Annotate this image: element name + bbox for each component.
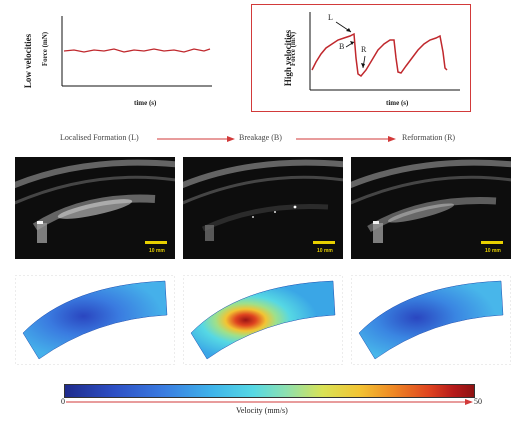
arrowhead-R <box>361 63 365 68</box>
velocity-map-breakage <box>183 275 343 365</box>
colorbar-max: 50 <box>474 397 482 406</box>
stage-label-breakage: Breakage (B) <box>239 133 282 142</box>
colorbar-min: 0 <box>61 397 65 406</box>
high-xlabel: time (s) <box>386 99 409 107</box>
scalebar-label-reformation: 10 mm <box>485 248 501 254</box>
high-velocities-frame <box>251 4 471 112</box>
low-velocities-title: Low velocities <box>23 33 33 89</box>
high-velocity-force-plot <box>309 12 460 91</box>
marker-B: B <box>339 42 345 51</box>
velocity-map-reformation <box>351 275 511 365</box>
scalebar-reformation <box>481 241 503 244</box>
marker-L: L <box>328 13 333 22</box>
stage-arrow-2 <box>296 136 396 142</box>
colorbar-axis-arrow <box>66 399 473 405</box>
photo-formation: 10 mm <box>15 157 175 259</box>
stage-arrow-1 <box>157 136 235 142</box>
scalebar-breakage <box>313 241 335 244</box>
marker-R: R <box>361 45 367 54</box>
photo-reformation: 10 mm <box>351 157 511 259</box>
high-force-trace <box>311 32 448 77</box>
velocity-map-formation <box>15 275 175 365</box>
stage-label-formation: Localised Formation (L) <box>60 133 139 142</box>
low-velocity-force-plot <box>61 16 212 87</box>
scalebar-label-breakage: 10 mm <box>317 248 333 254</box>
colorbar-label: Velocity (mm/s) <box>236 406 288 415</box>
photo-breakage: 10 mm <box>183 157 343 259</box>
low-force-trace <box>63 48 211 53</box>
arrowhead-B <box>350 41 354 45</box>
low-ylabel: Force (mN) <box>41 31 49 67</box>
low-xlabel: time (s) <box>134 99 157 107</box>
high-ylabel: Force (mN) <box>289 31 297 67</box>
scalebar-label-formation: 10 mm <box>149 248 165 254</box>
stage-label-reformation: Reformation (R) <box>402 133 456 142</box>
velocity-colorbar <box>64 384 475 398</box>
arrowhead-L <box>346 28 351 32</box>
scalebar-formation <box>145 241 167 244</box>
